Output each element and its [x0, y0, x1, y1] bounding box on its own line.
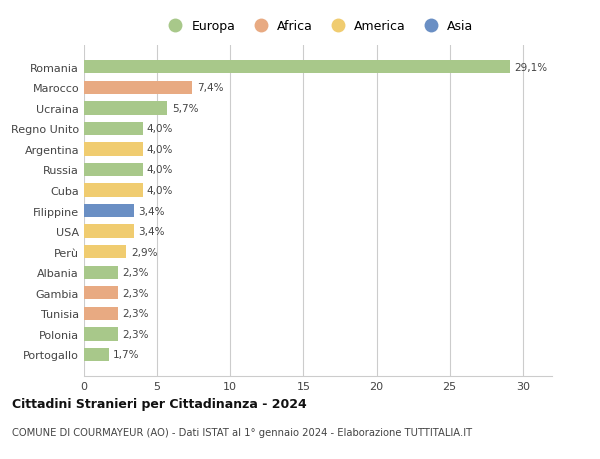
Bar [84, 102, 167, 115]
Text: 2,3%: 2,3% [122, 288, 149, 298]
Bar [84, 61, 509, 74]
Bar [84, 286, 118, 300]
Bar [84, 348, 109, 361]
Bar [84, 328, 118, 341]
Text: 1,7%: 1,7% [113, 350, 140, 360]
Text: 4,0%: 4,0% [147, 165, 173, 175]
Bar [84, 204, 134, 218]
Legend: Europa, Africa, America, Asia: Europa, Africa, America, Asia [163, 20, 473, 33]
Bar [84, 143, 143, 156]
Bar [84, 307, 118, 320]
Text: 4,0%: 4,0% [147, 145, 173, 155]
Text: Cittadini Stranieri per Cittadinanza - 2024: Cittadini Stranieri per Cittadinanza - 2… [12, 397, 307, 410]
Bar [84, 163, 143, 177]
Text: 2,9%: 2,9% [131, 247, 157, 257]
Text: 29,1%: 29,1% [514, 62, 547, 73]
Text: 5,7%: 5,7% [172, 104, 198, 113]
Text: 3,4%: 3,4% [138, 206, 164, 216]
Bar [84, 246, 127, 259]
Text: 3,4%: 3,4% [138, 227, 164, 237]
Bar [84, 266, 118, 280]
Text: 7,4%: 7,4% [197, 83, 223, 93]
Bar [84, 81, 192, 95]
Text: 2,3%: 2,3% [122, 329, 149, 339]
Text: 4,0%: 4,0% [147, 124, 173, 134]
Text: 2,3%: 2,3% [122, 309, 149, 319]
Bar [84, 184, 143, 197]
Text: 4,0%: 4,0% [147, 185, 173, 196]
Bar [84, 225, 134, 238]
Text: COMUNE DI COURMAYEUR (AO) - Dati ISTAT al 1° gennaio 2024 - Elaborazione TUTTITA: COMUNE DI COURMAYEUR (AO) - Dati ISTAT a… [12, 427, 472, 437]
Bar [84, 123, 143, 136]
Text: 2,3%: 2,3% [122, 268, 149, 278]
